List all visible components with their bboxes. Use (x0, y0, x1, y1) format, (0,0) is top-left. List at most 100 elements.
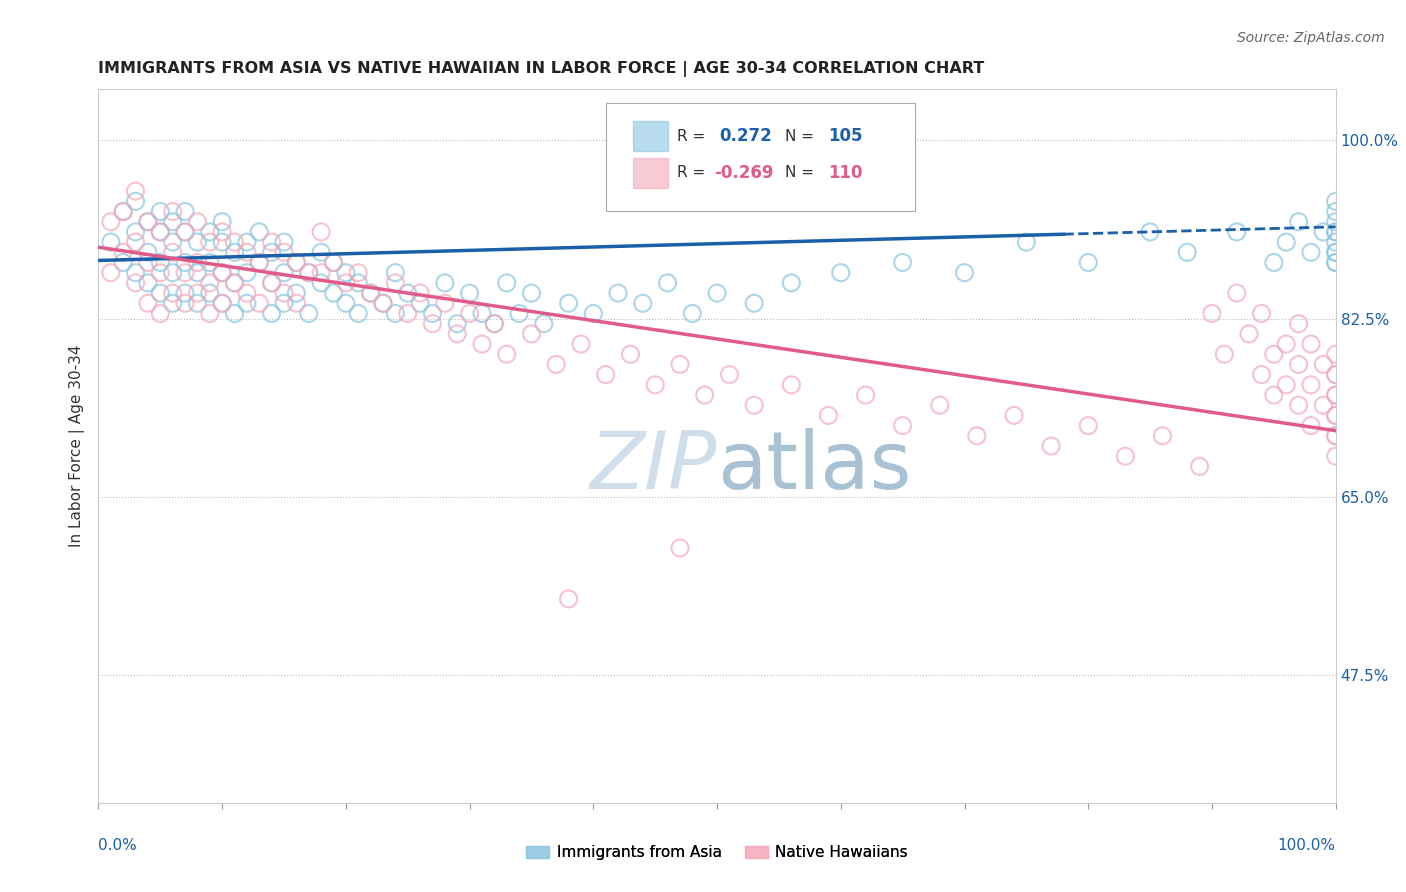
Point (247, 255, 270, 269)
Text: Source: ZipAtlas.com: Source: ZipAtlas.com (1237, 31, 1385, 45)
Point (433, 276, 456, 290)
Point (100, 215, 122, 229)
Point (855, 388, 877, 402)
Point (1275, 337, 1298, 351)
Point (149, 266, 172, 280)
Point (198, 225, 221, 239)
Text: N =: N = (785, 128, 818, 144)
Point (458, 306, 481, 320)
Point (433, 296, 456, 310)
Point (136, 255, 159, 269)
Point (1275, 377, 1298, 392)
Point (1324, 245, 1347, 260)
Point (347, 306, 370, 320)
Point (298, 306, 321, 320)
Point (162, 266, 184, 280)
Point (285, 255, 308, 269)
Point (644, 377, 666, 392)
Point (174, 286, 197, 301)
Point (1237, 326, 1260, 341)
Point (780, 377, 803, 392)
Point (124, 225, 146, 239)
Point (335, 296, 357, 310)
Point (322, 286, 344, 301)
Point (260, 306, 283, 320)
Point (162, 215, 184, 229)
Point (533, 317, 555, 331)
Point (1213, 347, 1236, 361)
Point (1139, 225, 1161, 239)
Point (830, 266, 852, 280)
Point (198, 306, 221, 320)
FancyBboxPatch shape (633, 121, 668, 152)
Point (928, 398, 950, 412)
Point (1324, 225, 1347, 239)
Point (706, 286, 728, 301)
Point (1324, 449, 1347, 463)
Point (520, 326, 543, 341)
Point (174, 266, 197, 280)
Point (236, 296, 259, 310)
Point (174, 255, 197, 269)
Point (247, 296, 270, 310)
Point (285, 296, 308, 310)
Point (1288, 358, 1310, 372)
Text: atlas: atlas (717, 428, 911, 507)
Point (520, 286, 543, 301)
Point (1263, 347, 1285, 361)
Point (335, 266, 357, 280)
Point (335, 276, 357, 290)
Point (211, 266, 233, 280)
Text: 110: 110 (828, 164, 863, 182)
Point (446, 317, 468, 331)
Point (1324, 255, 1347, 269)
Point (953, 266, 976, 280)
Point (347, 266, 370, 280)
Point (149, 306, 172, 320)
Point (1324, 255, 1347, 269)
Point (309, 225, 332, 239)
Point (186, 215, 208, 229)
Text: IMMIGRANTS FROM ASIA VS NATIVE HAWAIIAN IN LABOR FORCE | AGE 30-34 CORRELATION C: IMMIGRANTS FROM ASIA VS NATIVE HAWAIIAN … (98, 61, 984, 77)
Point (124, 276, 146, 290)
Point (1324, 368, 1347, 382)
Point (1114, 449, 1136, 463)
Point (546, 358, 568, 372)
Point (309, 276, 332, 290)
Point (484, 317, 506, 331)
Point (1324, 368, 1347, 382)
Point (174, 204, 197, 219)
Point (1250, 368, 1272, 382)
Point (1324, 225, 1347, 239)
Point (891, 418, 914, 433)
Point (1324, 409, 1347, 423)
Point (124, 194, 146, 209)
Point (371, 296, 394, 310)
Point (595, 368, 617, 382)
FancyBboxPatch shape (606, 103, 915, 211)
Point (149, 204, 172, 219)
FancyBboxPatch shape (633, 158, 668, 187)
Point (186, 286, 208, 301)
Point (224, 276, 246, 290)
Point (136, 215, 159, 229)
Point (1077, 255, 1099, 269)
Point (322, 255, 344, 269)
Point (136, 296, 159, 310)
Point (360, 286, 382, 301)
Point (100, 235, 122, 249)
Point (1275, 235, 1298, 249)
Text: R =: R = (678, 165, 710, 180)
Point (162, 204, 184, 219)
Point (100, 266, 122, 280)
Point (309, 245, 332, 260)
Point (149, 286, 172, 301)
Text: 100.0%: 100.0% (1278, 838, 1336, 854)
Point (780, 276, 803, 290)
Point (681, 306, 703, 320)
Point (198, 276, 221, 290)
Point (260, 235, 283, 249)
Point (1324, 204, 1347, 219)
Point (136, 276, 159, 290)
Point (149, 225, 172, 239)
